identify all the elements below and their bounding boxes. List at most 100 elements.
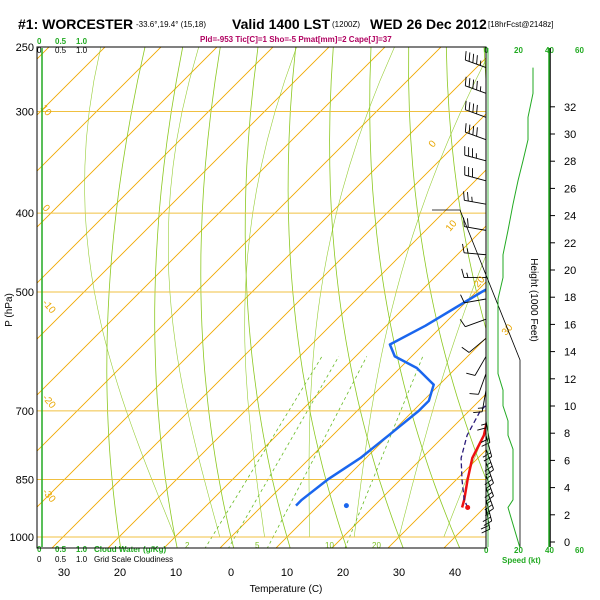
cloud-bottom2-tick-2: 1.0 [76,555,88,564]
wind-barb-staff [465,318,487,328]
wind-barb-feather [485,508,494,514]
pressure-tick: 250 [16,42,34,54]
pressure-tick: 400 [16,208,34,220]
wind-barb-feather [463,191,465,201]
terrain-outline [432,209,521,548]
isotherm-line [387,449,486,548]
wind-barb-feather [468,78,471,88]
dry-adiabat-line [287,47,348,548]
cloud-top-tick-0: 0 [37,37,42,46]
wind-barb-feather [459,319,466,327]
wind-barb [464,100,487,118]
wind-barb-staff [464,154,487,162]
wind-barb [464,123,487,141]
wind-barb-feather [464,123,467,133]
wind-barb [464,166,487,182]
dry-adiabat-line [329,47,404,548]
y-axis-label: P (hPa) [4,293,15,327]
moist-adiabat-line [244,47,297,538]
wind-barb-staff [465,109,487,118]
wind-barb-feather [482,452,491,458]
wind-barb-staff [464,199,487,205]
x-tick-7: 40 [449,567,461,579]
isotherm-line [163,225,486,548]
dewpoint-profile [295,288,486,507]
wind-barb-feather [469,393,479,395]
pressure-tick: 850 [16,475,34,487]
isotherm-label-1: 0 [40,203,52,215]
grid-cloudiness-label: Grid Scale Cloudiness [94,555,173,564]
isotherm-line [219,281,486,548]
height-tick: 20 [564,265,576,277]
isotherm-line [494,0,600,554]
isotherm-line [37,47,442,452]
cloud-top-tick-1: 0.5 [55,37,67,46]
isotherm-line [443,505,486,548]
wind-top-tick-3: 60 [575,46,584,55]
cloud-bottom-tick-0: 0 [37,545,42,554]
mixing-ratio-line [228,356,340,548]
station-coords: -33.6°,19.4° (15,18) [136,20,206,29]
wind-barb-feather [464,51,467,61]
wind-bottom-tick-0: 0 [484,546,489,555]
wind-barb-staff [464,174,487,182]
wind-barb-feather [472,125,475,135]
dry-adiabat-line [483,47,486,86]
height-tick: 14 [564,347,576,359]
moist-adiabat-line [308,47,395,538]
wind-barb-feather [461,346,470,353]
isotherm-line [275,337,486,548]
isotherm-line [331,393,486,548]
wind-barb [463,191,487,205]
wind-barb-feather [464,100,467,110]
wind-barb-feather [482,516,491,523]
dry-adiabat-line [369,47,461,548]
isotherm-label-6: 10 [444,218,460,234]
dry-adiabat-line [244,47,291,548]
wind-barb-feather [468,102,471,112]
dry-adiabat-line [106,47,146,548]
parcel-path [460,405,486,508]
dry-adiabat-line [589,0,600,554]
pressure-tick: 1000 [10,532,34,544]
cloud-bottom2-tick-1: 0.5 [55,555,67,564]
wind-barb-feather [476,55,478,65]
wind-barb [473,390,487,414]
wind-barb [461,337,487,353]
wind-bottom-tick-2: 40 [545,546,554,555]
wind-bottom-tick-1: 20 [514,546,523,555]
wind-barb [464,51,487,69]
data-layer [295,288,486,511]
mixing-ratio-line [204,356,323,548]
cloud-bottom-tick-2: 1.0 [76,545,88,554]
isotherm-line [37,47,50,60]
temperature-profile [460,420,486,508]
surface-dewpoint-marker [343,503,349,509]
labels-layer: #1: WORCESTER -33.6°,19.4° (15,18) Valid… [4,16,584,595]
dry-adiabat-line [200,47,235,548]
wind-barb-feather [472,53,475,63]
forecast-info: [18hrFcst@2148z] [488,20,553,29]
isotherm-line [37,47,330,340]
cloud-top2-tick-2: 1.0 [76,46,88,55]
wind-barb [462,243,487,256]
plot-frame [36,46,487,549]
wind-barb [461,268,486,279]
cloud-bottom2-tick-0: 0 [37,555,42,564]
height-tick: 18 [564,292,576,304]
height-tick: 24 [564,211,576,223]
wind-barb-staff [465,85,487,94]
wind-barb-feather [466,372,476,376]
wind-barb [464,76,487,94]
wind-barb-staff [474,356,487,376]
wind-barb-staff [464,252,487,256]
isotherm-label-5: 0 [427,138,439,150]
wind-barb-half-feather [466,272,469,278]
dry-adiabat-line [554,0,600,554]
isotherm-line [37,47,218,228]
pressure-tick: 700 [16,406,34,418]
dry-adiabat-line [154,47,184,548]
wind-barb [460,294,487,304]
wind-barb-staff [468,337,487,353]
